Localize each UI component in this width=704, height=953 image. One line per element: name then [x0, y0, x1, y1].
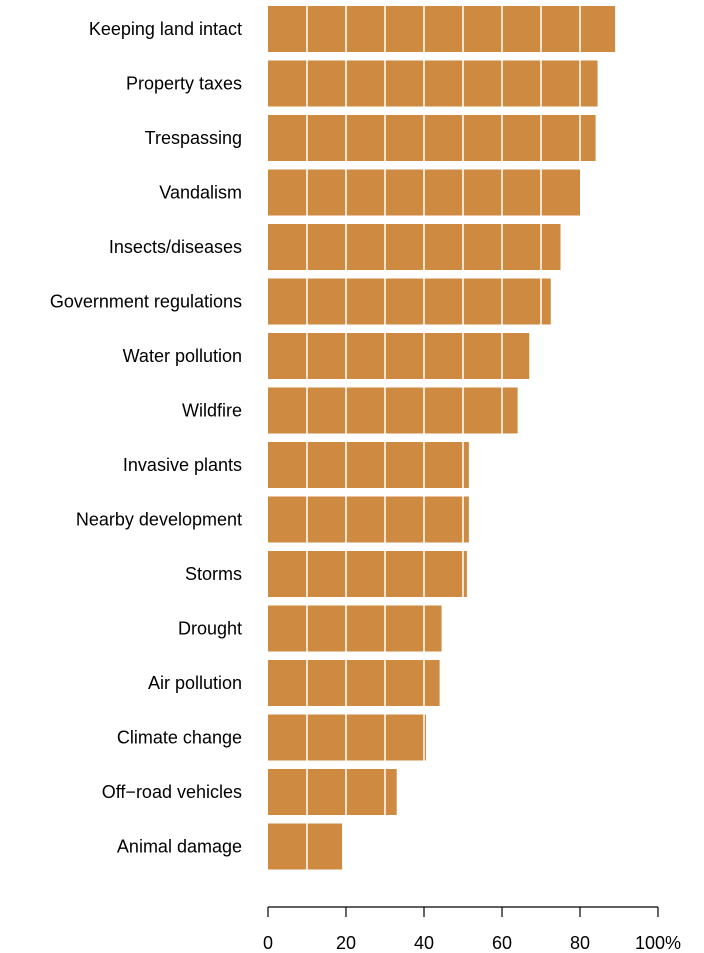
x-tick-label: 20	[336, 933, 356, 953]
category-label: Keeping land intact	[89, 19, 242, 39]
category-label: Animal damage	[117, 837, 242, 857]
x-axis: 0 20 40 60 80 100%	[263, 906, 681, 953]
category-label: Vandalism	[159, 183, 242, 203]
bar-15	[268, 823, 343, 870]
category-label: Storms	[185, 564, 242, 584]
bar-10	[268, 551, 467, 597]
bar-0	[268, 6, 616, 52]
x-tick-label: 60	[492, 933, 512, 953]
bar-14	[268, 769, 397, 815]
category-label: Insects/diseases	[109, 237, 242, 257]
x-tick-label: 100%	[635, 933, 681, 953]
category-label: Nearby development	[76, 510, 242, 530]
bar-4	[268, 224, 561, 270]
x-tick-label: 0	[263, 933, 273, 953]
category-label: Government regulations	[50, 292, 242, 312]
category-label: Invasive plants	[123, 455, 242, 475]
x-tick-label: 80	[570, 933, 590, 953]
bar-12	[268, 660, 440, 706]
category-label: Property taxes	[126, 74, 242, 94]
bar-1	[268, 60, 598, 107]
category-labels: Keeping land intact Property taxes Trespas…	[50, 19, 242, 857]
category-label: Climate change	[117, 728, 242, 748]
bar-2	[268, 115, 596, 161]
bars-group	[268, 6, 616, 870]
category-label: Air pollution	[148, 673, 242, 693]
bar-6	[268, 333, 530, 379]
category-label: Wildfire	[182, 401, 242, 421]
category-label: Water pollution	[123, 346, 242, 366]
bar-13	[268, 714, 426, 761]
category-label: Off−road vehicles	[102, 782, 242, 802]
category-label: Drought	[178, 619, 242, 639]
bar-11	[268, 605, 442, 652]
bar-8	[268, 442, 469, 488]
x-tick-label: 40	[414, 933, 434, 953]
bar-5	[268, 278, 551, 325]
bar-7	[268, 387, 518, 434]
category-label: Trespassing	[145, 128, 242, 148]
bar-9	[268, 496, 469, 543]
